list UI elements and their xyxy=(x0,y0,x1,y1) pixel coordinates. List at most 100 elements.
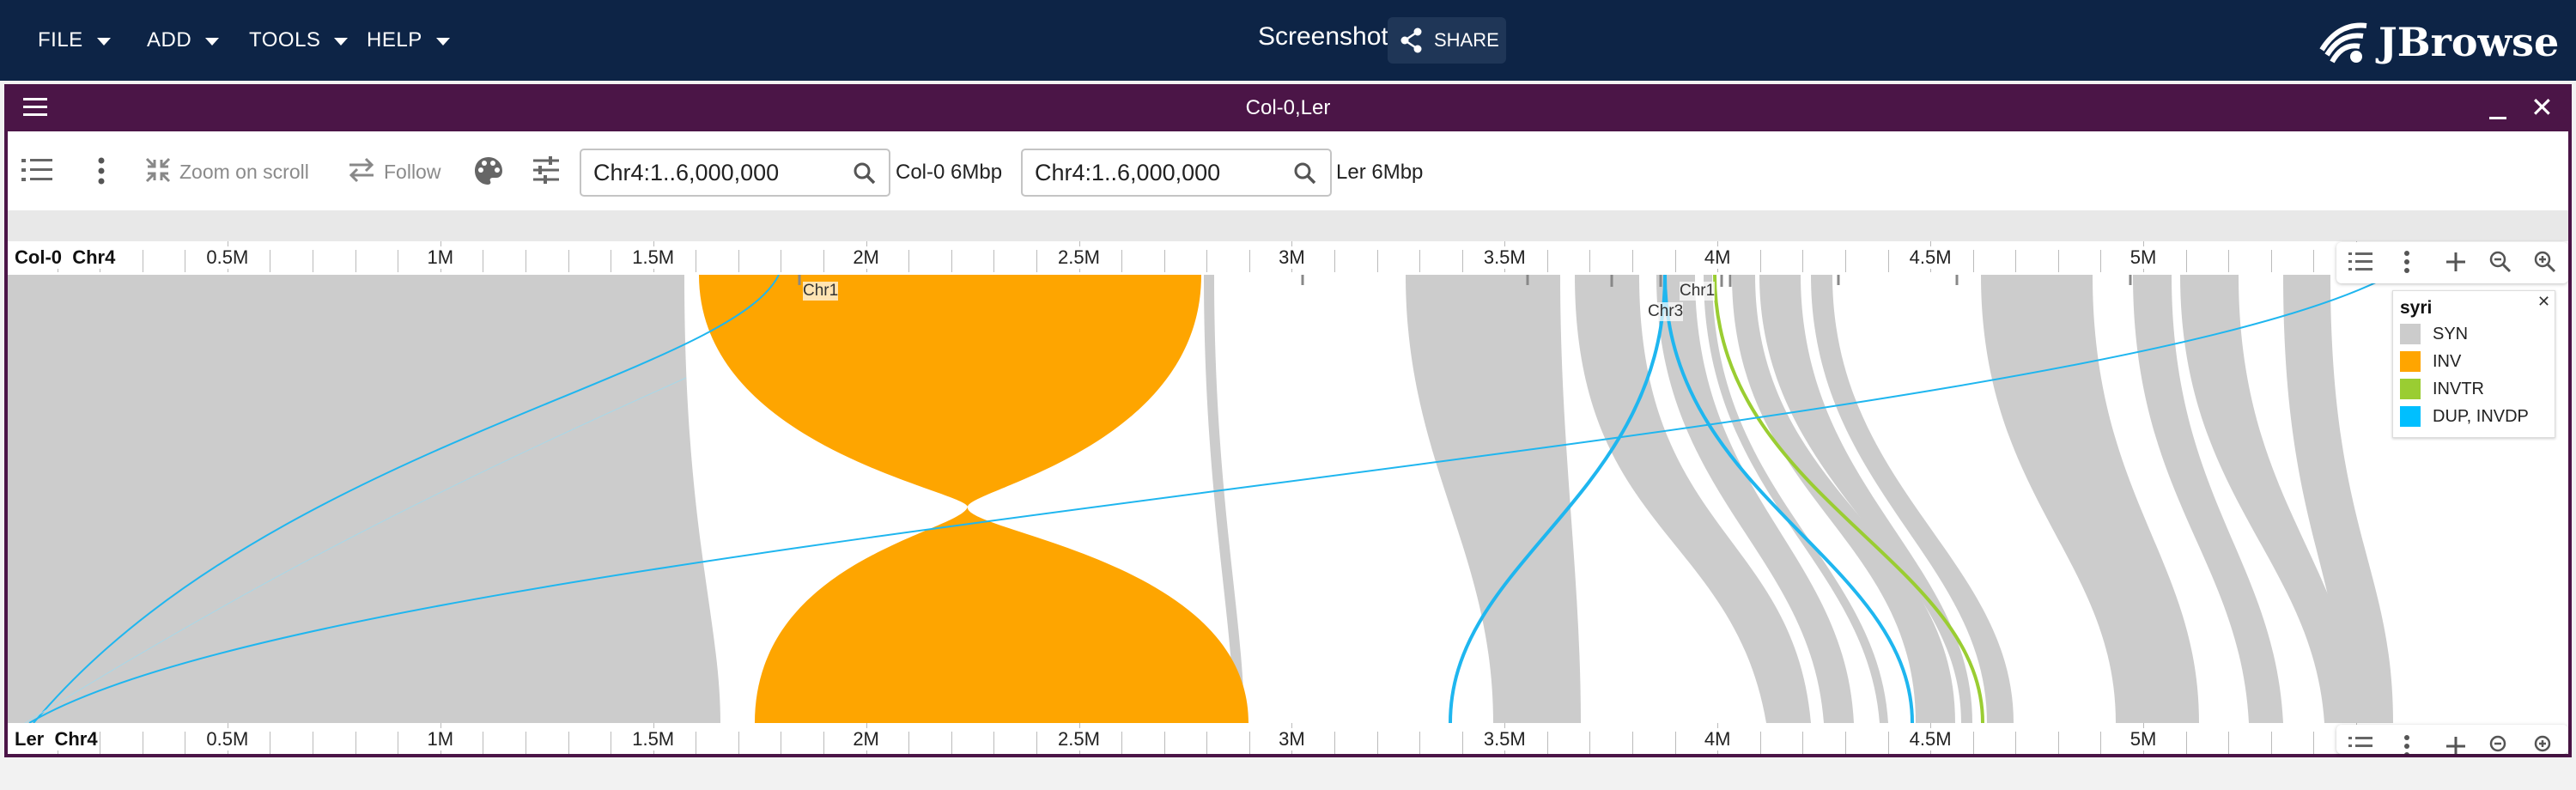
ruler-tick xyxy=(1163,732,1165,754)
syn-band xyxy=(1981,275,2199,723)
track-list-icon[interactable] xyxy=(2348,735,2372,754)
search-icon[interactable] xyxy=(854,162,876,185)
follow-label[interactable]: Follow xyxy=(384,161,441,183)
add-icon[interactable] xyxy=(2445,251,2467,273)
ruler-label: 3M xyxy=(1277,728,1307,750)
more-vert-icon[interactable] xyxy=(2403,735,2410,754)
ruler-tick xyxy=(2185,732,2187,754)
close-icon[interactable]: ✕ xyxy=(2537,293,2551,310)
synteny-canvas[interactable] xyxy=(8,275,2568,723)
more-vert-icon[interactable] xyxy=(97,157,106,185)
ruler-tick xyxy=(908,732,910,754)
ruler-tick xyxy=(993,250,995,272)
view-header: Col-0,Ler ✕ xyxy=(8,84,2568,131)
zoom-on-scroll-icon[interactable] xyxy=(145,157,171,183)
zoom-in-icon[interactable] xyxy=(2534,735,2556,754)
invtr-link xyxy=(1713,275,1984,723)
ruler-tick xyxy=(951,732,952,754)
zoom-in-icon[interactable] xyxy=(2534,251,2556,273)
ruler-label: 1M xyxy=(425,246,456,269)
bottom-ruler-name: Ler Chr4 xyxy=(15,728,98,750)
syri-legend: syri ✕ SYN INV INVTR DUP, INVDP xyxy=(2392,290,2555,438)
menu-help-label: HELP xyxy=(367,28,422,52)
top-location-input[interactable] xyxy=(580,149,890,197)
chevron-down-icon xyxy=(334,38,349,46)
feature-label: Chr3 xyxy=(1648,302,1684,321)
ruler-label: 3M xyxy=(1277,246,1307,269)
dup-link xyxy=(1449,275,1667,723)
ruler-tick xyxy=(993,732,995,754)
ruler-label: 1.5M xyxy=(630,246,677,269)
ruler-tick xyxy=(1589,732,1591,754)
legend-item: INVTR xyxy=(2400,379,2484,399)
bottom-ruler[interactable]: 0.5M 1M 1.5M 2M 2.5M 3M 3.5M 4M 4.5M 5M Ler Chr4 xyxy=(8,723,2568,754)
more-vert-icon[interactable] xyxy=(2403,251,2410,273)
jbrowse-logo-text: JBrowse xyxy=(2379,19,2560,65)
bottom-location-input[interactable] xyxy=(1021,149,1332,197)
ruler-tick xyxy=(1887,732,1889,754)
ruler-tick xyxy=(2228,250,2230,272)
ruler-label: 2M xyxy=(851,728,881,750)
top-ruler-name: Col-0 Chr4 xyxy=(15,246,116,269)
top-track-controls xyxy=(2336,242,2568,283)
ruler-tick xyxy=(823,732,825,754)
track-list-icon[interactable] xyxy=(2348,251,2372,273)
ruler-tick xyxy=(2015,732,2017,754)
minimize-icon[interactable] xyxy=(2489,117,2506,119)
ruler-tick xyxy=(1334,732,1335,754)
add-icon[interactable] xyxy=(2445,735,2467,754)
legend-title: syri xyxy=(2400,298,2433,318)
syn-band xyxy=(2180,275,2360,723)
ruler-tick xyxy=(1546,250,1548,272)
syn-band xyxy=(1759,275,1972,723)
palette-icon[interactable] xyxy=(473,155,504,186)
ruler-tick xyxy=(2057,250,2059,272)
close-icon[interactable]: ✕ xyxy=(2530,92,2554,123)
zoom-out-icon[interactable] xyxy=(2489,251,2512,273)
top-assembly-label: Col-0 6Mbp xyxy=(896,161,1003,184)
ruler-tick xyxy=(1206,732,1208,754)
synteny-view: Col-0,Ler ✕ Zoom on scroll Follow xyxy=(4,84,2572,757)
ruler-tick xyxy=(738,250,739,272)
inv-band xyxy=(699,275,1249,723)
follow-icon[interactable] xyxy=(348,157,375,183)
ruler-tick xyxy=(1334,250,1335,272)
legend-swatch xyxy=(2400,324,2421,344)
menu-tools-label: TOOLS xyxy=(249,28,321,52)
ruler-tick xyxy=(2057,732,2059,754)
ruler-tick xyxy=(1376,250,1378,272)
menu-help[interactable]: HELP xyxy=(367,0,450,81)
top-ruler[interactable]: 0.5M 1M 1.5M 2M 2.5M 3M 3.5M 4M 4.5M 5M Col-0 Chr4 xyxy=(8,241,2568,272)
view-menu-icon[interactable] xyxy=(23,98,47,117)
ruler-tick xyxy=(1121,732,1123,754)
legend-swatch xyxy=(2400,351,2421,372)
ruler-tick xyxy=(1121,250,1123,272)
ruler-tick xyxy=(1589,250,1591,272)
share-button[interactable]: SHARE xyxy=(1388,17,1506,64)
jbrowse-logo-icon xyxy=(2319,22,2367,64)
legend-item: DUP, INVDP xyxy=(2400,406,2529,427)
track-selector-icon[interactable] xyxy=(21,157,52,183)
ruler-label: 4M xyxy=(1702,246,1733,269)
menu-add[interactable]: ADD xyxy=(147,0,220,81)
ruler-tick xyxy=(568,732,569,754)
syn-band xyxy=(1204,275,1244,723)
bottom-track-controls xyxy=(2336,725,2568,754)
search-icon[interactable] xyxy=(1294,162,1316,185)
menu-tools[interactable]: TOOLS xyxy=(249,0,349,81)
zoom-on-scroll-label[interactable]: Zoom on scroll xyxy=(179,161,309,183)
view-spacer xyxy=(8,210,2568,245)
zoom-out-icon[interactable] xyxy=(2489,735,2512,754)
legend-swatch xyxy=(2400,406,2421,427)
ruler-tick xyxy=(951,250,952,272)
ruler-tick xyxy=(1206,250,1208,272)
ruler-tick xyxy=(355,250,356,272)
menu-file[interactable]: FILE xyxy=(38,0,111,81)
ruler-tick xyxy=(1674,250,1676,272)
settings-sliders-icon[interactable] xyxy=(532,155,561,185)
ruler-tick xyxy=(1163,250,1165,272)
view-title[interactable]: Col-0,Ler xyxy=(1245,96,1331,119)
ruler-tick xyxy=(1802,250,1804,272)
syn-band xyxy=(1575,275,1811,723)
session-title[interactable]: Screenshot xyxy=(1258,22,1388,51)
